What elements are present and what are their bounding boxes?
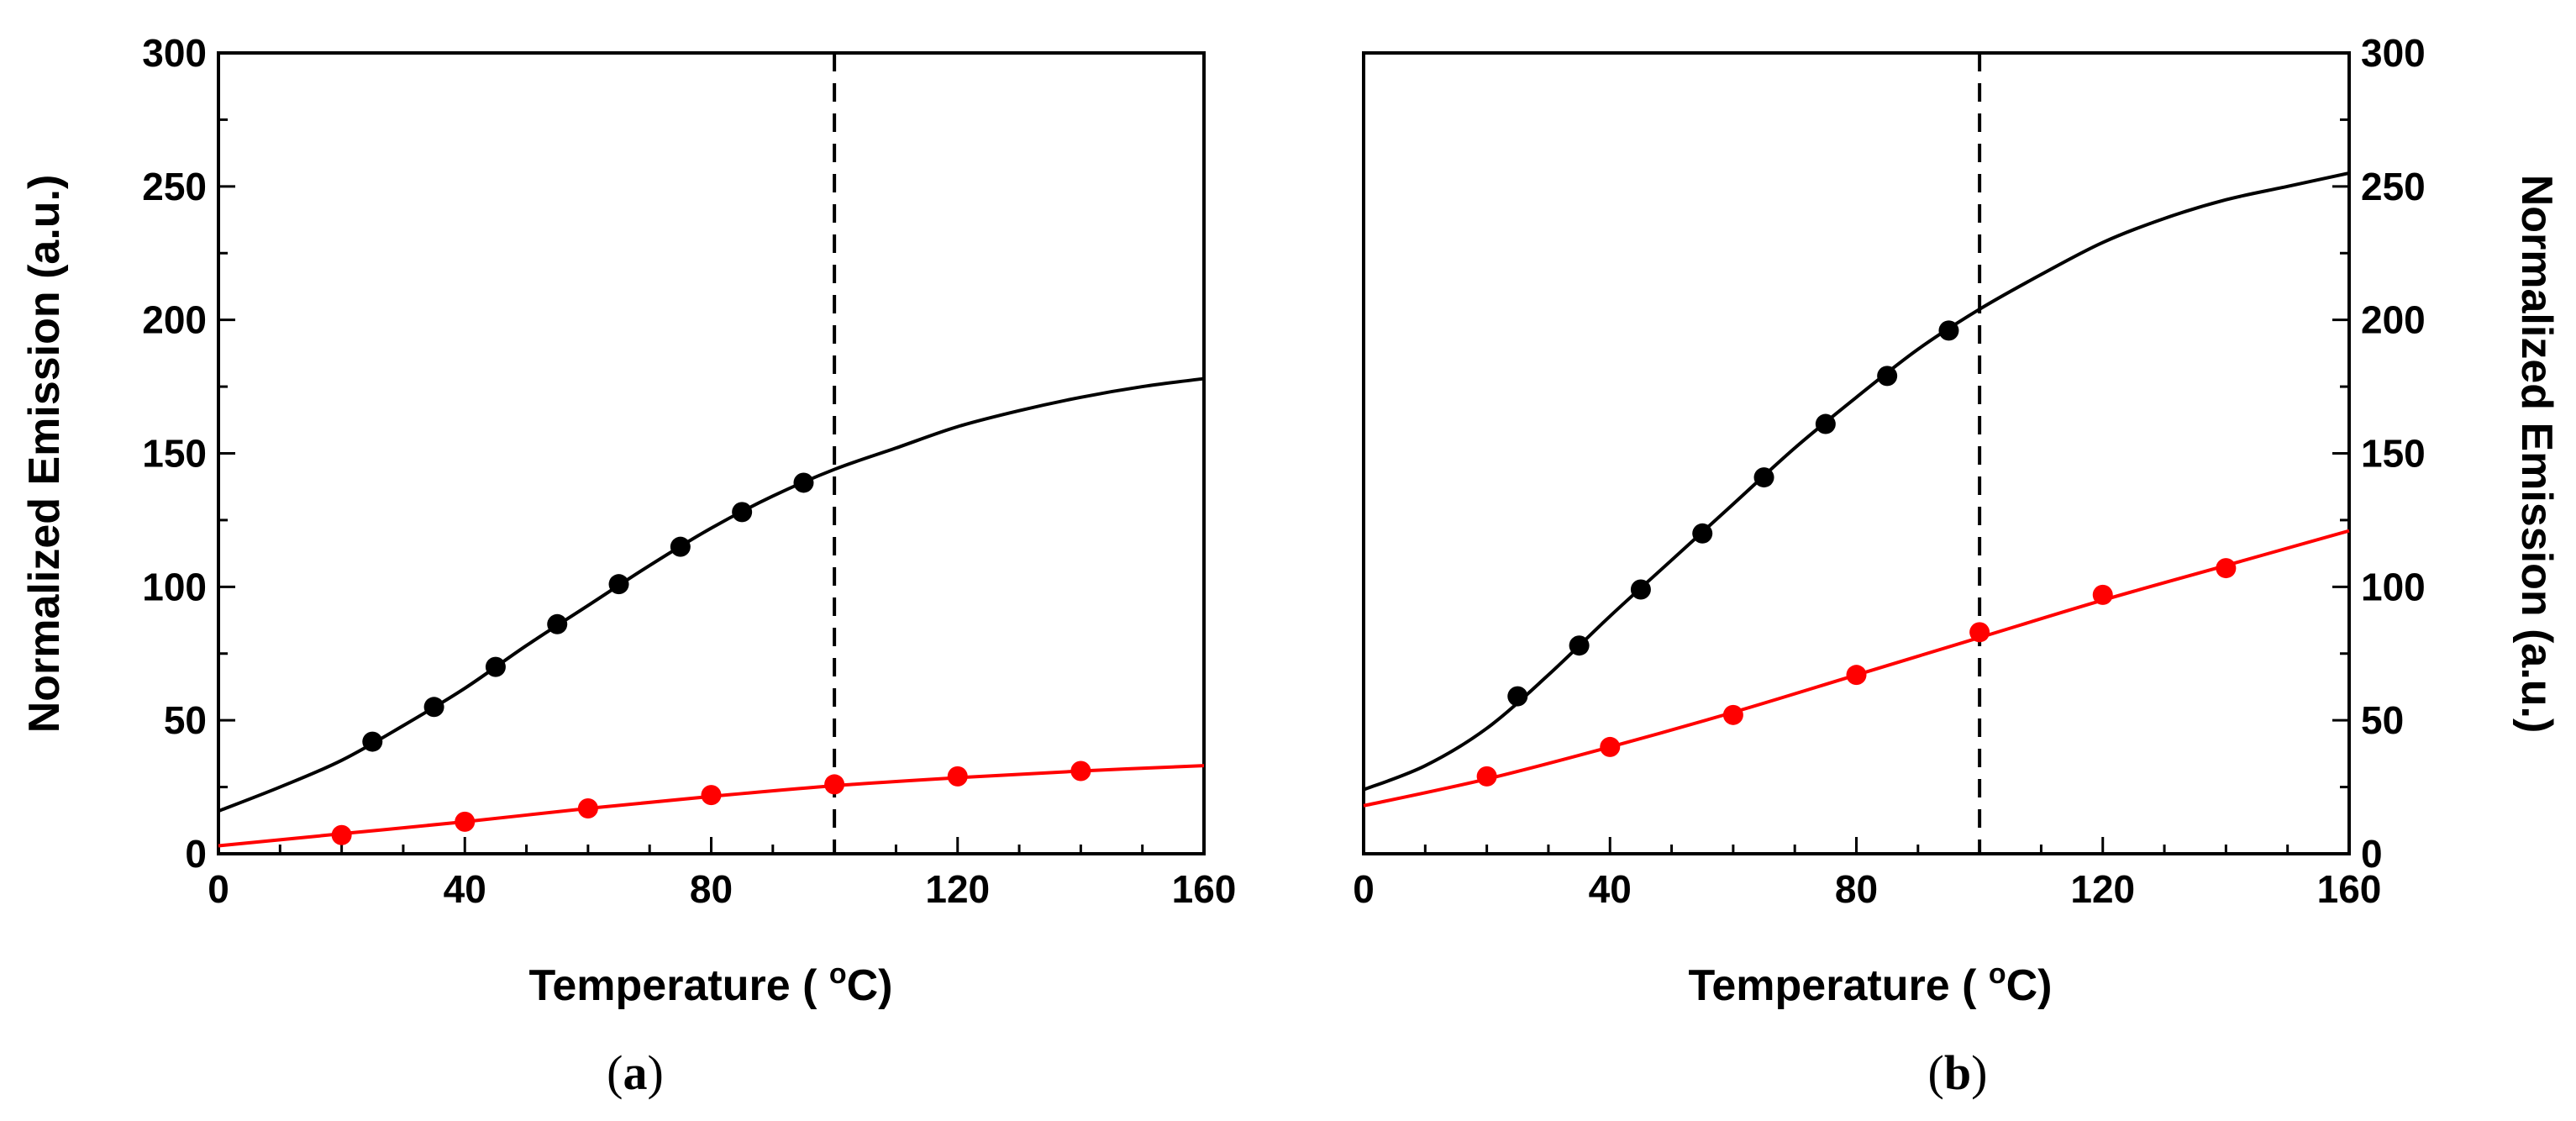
panel-b-black-data-point	[1569, 635, 1590, 656]
panel-b-x-tick-label: 40	[1589, 867, 1632, 911]
panel-a-y-tick-label: 250	[142, 165, 207, 208]
panel-b-black-data-point	[1938, 320, 1959, 341]
panel-b-x-axis-title: Temperature ( oC)	[1688, 958, 2052, 1010]
panel-b-red-data-point	[1846, 665, 1867, 686]
panel-b-black-data-point	[1630, 579, 1651, 600]
panel-a-y-axis-title: Normalized Emission (a.u.)	[20, 175, 69, 734]
panel-b-y-tick-label: 250	[2361, 165, 2426, 208]
panel-b-y-tick-label: 300	[2361, 31, 2426, 75]
panel-b-y-tick-label: 0	[2361, 832, 2383, 876]
panel-b-plot-frame	[1362, 51, 2351, 855]
panel-b-red-data-point	[1969, 622, 1990, 643]
panel-a-red-data-point	[701, 785, 722, 806]
panel-a-label: (a)	[607, 1045, 664, 1100]
panel-a-y-tick-label: 100	[142, 565, 207, 608]
panel-a-red-data-point	[455, 811, 476, 832]
panel-a-x-axis-title-text: Temperature (	[528, 961, 817, 1010]
panel-b-letter: b	[1944, 1045, 1971, 1100]
panel-b-x-tick-label: 120	[2070, 867, 2135, 911]
panel-a-plot-frame	[217, 51, 1206, 855]
panel-a: 0 40 80 120 160 0 50 100 150 200 250 300 Temperatur…	[20, 31, 1236, 1100]
panel-b-y-tick-label: 50	[2361, 698, 2404, 742]
panel-a-y-tick-label: 50	[164, 698, 207, 742]
panel-a-black-data-point	[793, 472, 814, 493]
panel-b-x-tick-label: 80	[1835, 867, 1878, 911]
panel-b-y-axis-title: Normalized Emission (a.u.)	[2512, 175, 2561, 734]
panel-a-tick-labels: 0 40 80 120 160 0 50 100 150 200 250 300	[142, 31, 1236, 911]
panel-a-letter: a	[623, 1045, 648, 1100]
panel-b-black-data-point	[1815, 413, 1836, 434]
panel-b-x-axis-title-text: Temperature (	[1688, 961, 1977, 1010]
panel-a-y-tick-label: 0	[185, 832, 207, 876]
panel-b-red-data-point	[1722, 704, 1743, 725]
panel-b-curves	[1363, 53, 2350, 854]
panel-a-y-tick-label: 300	[142, 31, 207, 75]
panel-b-red-data-point	[2216, 558, 2237, 579]
panel-a-x-tick-label: 40	[444, 867, 486, 911]
panel-b-black-data-point	[1877, 366, 1898, 387]
panel-a-black-fit-curve	[218, 376, 1205, 813]
panel-a-black-data-point	[547, 613, 568, 634]
panel-a-red-fit-curve	[218, 764, 1205, 848]
panel-b-black-data-point	[1507, 686, 1528, 707]
panel-a-black-data-point	[608, 574, 629, 595]
panel-a-markers	[331, 472, 1091, 845]
panel-b-x-tick-label: 160	[2317, 867, 2382, 911]
panel-a-y-tick-label: 150	[142, 432, 207, 476]
panel-b-y-tick-label: 150	[2361, 432, 2426, 476]
panel-a-ticks	[217, 51, 1206, 855]
panel-b-black-fit-curve	[1363, 171, 2350, 792]
panel-b-x-tick-label: 0	[1353, 867, 1375, 911]
panel-a-black-data-point	[732, 502, 753, 523]
panel-a-x-tick-label: 80	[690, 867, 733, 911]
panel-a-y-tick-label: 200	[142, 298, 207, 342]
panel-a-x-tick-label: 160	[1172, 867, 1237, 911]
panel-a-black-data-point	[362, 731, 383, 752]
panel-b-y-tick-label: 100	[2361, 565, 2426, 608]
panel-a-black-data-point	[485, 656, 506, 677]
panel-a-curves	[218, 53, 1205, 854]
panel-b-red-data-point	[2092, 584, 2113, 605]
panel-a-red-data-point	[824, 774, 845, 795]
panel-b-black-data-point	[1753, 467, 1774, 488]
panel-a-x-axis-title: Temperature ( oC)	[528, 958, 892, 1010]
panel-a-black-data-point	[670, 536, 691, 557]
panel-b-red-data-point	[1476, 766, 1497, 787]
panel-a-black-data-point	[423, 697, 444, 718]
panel-a-x-tick-label: 120	[925, 867, 990, 911]
panel-a-x-tick-label: 0	[208, 867, 229, 911]
panel-a-red-data-point	[1070, 760, 1091, 782]
panel-b-markers	[1476, 320, 2237, 787]
panel-a-red-data-point	[331, 824, 352, 845]
panel-b-y-tick-label: 200	[2361, 298, 2426, 342]
panel-a-red-data-point	[577, 797, 598, 818]
panel-b-label: (b)	[1928, 1045, 1988, 1100]
panel-b-red-data-point	[1600, 736, 1621, 757]
panel-b-black-data-point	[1692, 523, 1713, 544]
panel-b-ticks	[1362, 51, 2351, 855]
panel-a-red-data-point	[947, 766, 968, 787]
